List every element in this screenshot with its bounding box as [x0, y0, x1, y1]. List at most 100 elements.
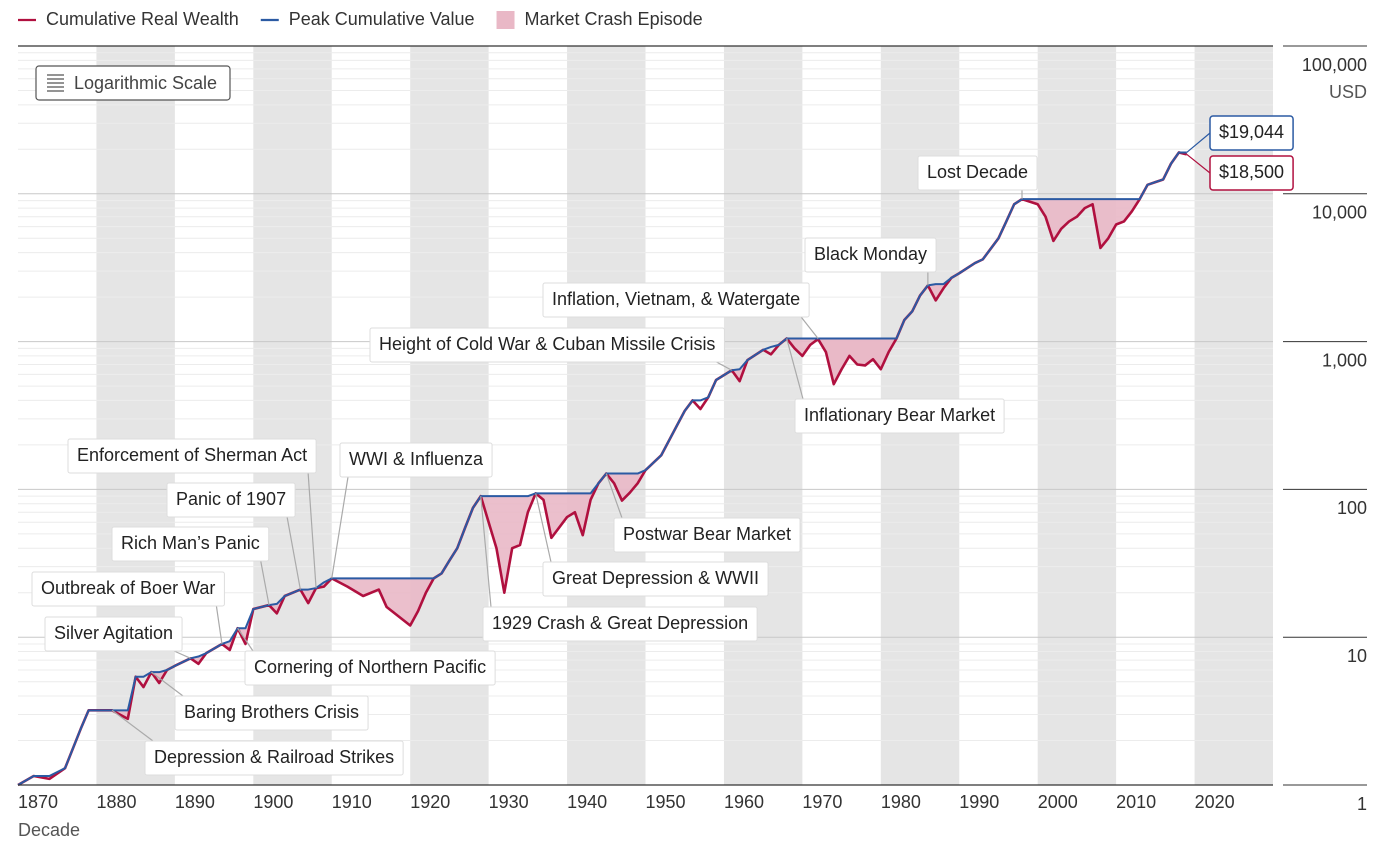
button-label[interactable]: Logarithmic Scale	[74, 73, 217, 93]
annotation-leader	[786, 338, 804, 400]
annotation: Lost Decade	[917, 155, 1038, 200]
annotation-label: Great Depression & WWII	[552, 568, 759, 588]
annotation: Black Monday	[804, 237, 937, 286]
decade-band	[567, 46, 646, 785]
value-label-leader	[1186, 153, 1211, 174]
legend-label: Market Crash Episode	[525, 9, 703, 29]
y-tick-label: 100,000	[1302, 55, 1367, 75]
annotation-label: Rich Man’s Panic	[121, 533, 260, 553]
annotation-leader	[286, 516, 301, 590]
value-label: $18,500	[1219, 162, 1284, 182]
annotation-box	[166, 482, 296, 518]
x-axis-label: Decade	[18, 820, 80, 840]
annotation-label: Panic of 1907	[176, 489, 286, 509]
crash-shading	[112, 199, 1140, 719]
annotation: Rich Man’s Panic	[111, 526, 270, 606]
decade-band	[96, 46, 175, 785]
crash-shade	[331, 578, 434, 626]
annotation-box	[917, 155, 1038, 191]
annotation-leader	[215, 605, 223, 645]
button-frame[interactable]	[35, 65, 231, 101]
x-tick-label: 1870	[18, 792, 58, 812]
series-line	[17, 151, 1187, 786]
scale-button[interactable]: Logarithmic Scale	[35, 65, 231, 101]
y-tick-label: 1	[1357, 794, 1367, 814]
annotation-box	[542, 561, 769, 597]
annotation-label: Inflationary Bear Market	[804, 405, 995, 425]
annotation-label: 1929 Crash & Great Depression	[492, 613, 748, 633]
crash-shade	[151, 669, 168, 683]
axes: 1 10 100 1,000 10,000 100,000 USD 1870 1880 1890 1…	[18, 45, 1367, 840]
y-unit-label: USD	[1329, 82, 1367, 102]
legend-swatch	[496, 11, 515, 29]
annotation: Great Depression & WWII	[535, 493, 769, 597]
crash-shade	[606, 470, 646, 501]
legend-label: Cumulative Real Wealth	[46, 9, 239, 29]
x-tick-label: 1910	[332, 792, 372, 812]
annotation-label: Height of Cold War & Cuban Missile Crisi…	[379, 334, 715, 354]
x-tick-label: 2010	[1116, 792, 1156, 812]
annotations: Depression & Railroad Strikes Baring Brot…	[31, 115, 1294, 776]
annotation-box	[369, 327, 725, 363]
annotation: Inflationary Bear Market	[786, 338, 1005, 434]
annotation-leader	[150, 671, 184, 697]
y-tick-label: 1,000	[1322, 350, 1367, 370]
annotation: Inflation, Vietnam, & Watergate	[542, 282, 819, 339]
x-tick-label: 1930	[489, 792, 529, 812]
annotation: Enforcement of Sherman Act	[67, 438, 317, 589]
annotation-label: Depression & Railroad Strikes	[154, 747, 394, 767]
annotation-leader	[173, 650, 191, 659]
x-tick-label: 1970	[802, 792, 842, 812]
button-icon[interactable]	[47, 74, 64, 92]
annotation-leader	[535, 493, 552, 563]
x-tick-label: 1990	[959, 792, 999, 812]
crash-shade	[300, 588, 317, 604]
annotation-leader	[111, 709, 154, 742]
annotation-box	[111, 526, 270, 562]
annotation: Postwar Bear Market	[605, 473, 801, 553]
annotation-box	[542, 282, 810, 318]
legend-label: Peak Cumulative Value	[289, 9, 475, 29]
annotation: WWI & Influenza	[331, 442, 493, 579]
x-tick-label: 1890	[175, 792, 215, 812]
legend: Cumulative Real Wealth Peak Cumulative Va…	[18, 9, 703, 29]
annotation-box	[174, 695, 369, 731]
crash-shade	[480, 493, 536, 593]
annotation-leader	[716, 361, 733, 371]
annotation-box	[339, 442, 493, 478]
annotation-leader	[331, 476, 349, 579]
annotation: 1929 Crash & Great Depression	[480, 496, 758, 642]
crash-shade	[535, 483, 599, 538]
annotation-leader	[237, 627, 254, 652]
annotation: Outbreak of Boer War	[31, 571, 225, 645]
annotation-box	[804, 237, 937, 273]
x-tick-label: 1940	[567, 792, 607, 812]
annotation: Panic of 1907	[166, 482, 301, 590]
lines	[17, 151, 1188, 787]
y-tick-label: 10,000	[1312, 203, 1367, 223]
value-label: $19,044	[1219, 122, 1284, 142]
annotation-box	[44, 616, 183, 652]
annotation-label: Postwar Bear Market	[623, 524, 791, 544]
annotation-box	[31, 571, 225, 607]
annotation-leader	[800, 316, 819, 339]
annotation-label: Inflation, Vietnam, & Watergate	[552, 289, 800, 309]
annotation-box	[67, 438, 317, 474]
decade-band	[1037, 46, 1117, 785]
annotation-label: Enforcement of Sherman Act	[77, 445, 307, 465]
x-tick-label: 2020	[1195, 792, 1235, 812]
annotation-box	[144, 740, 404, 776]
value-label-leader	[1186, 132, 1211, 153]
annotation-leader	[605, 473, 623, 519]
annotation-label: Black Monday	[814, 244, 927, 264]
annotation-label: Outbreak of Boer War	[41, 578, 215, 598]
annotation: Cornering of Northern Pacific	[237, 627, 496, 686]
annotation-label: Cornering of Northern Pacific	[254, 657, 486, 677]
annotation-label: Silver Agitation	[54, 623, 173, 643]
annotation-label: WWI & Influenza	[349, 449, 484, 469]
value-label-box	[1209, 115, 1294, 151]
x-tick-label: 1880	[96, 792, 136, 812]
x-tick-label: 1980	[881, 792, 921, 812]
value-label-box	[1209, 155, 1294, 191]
